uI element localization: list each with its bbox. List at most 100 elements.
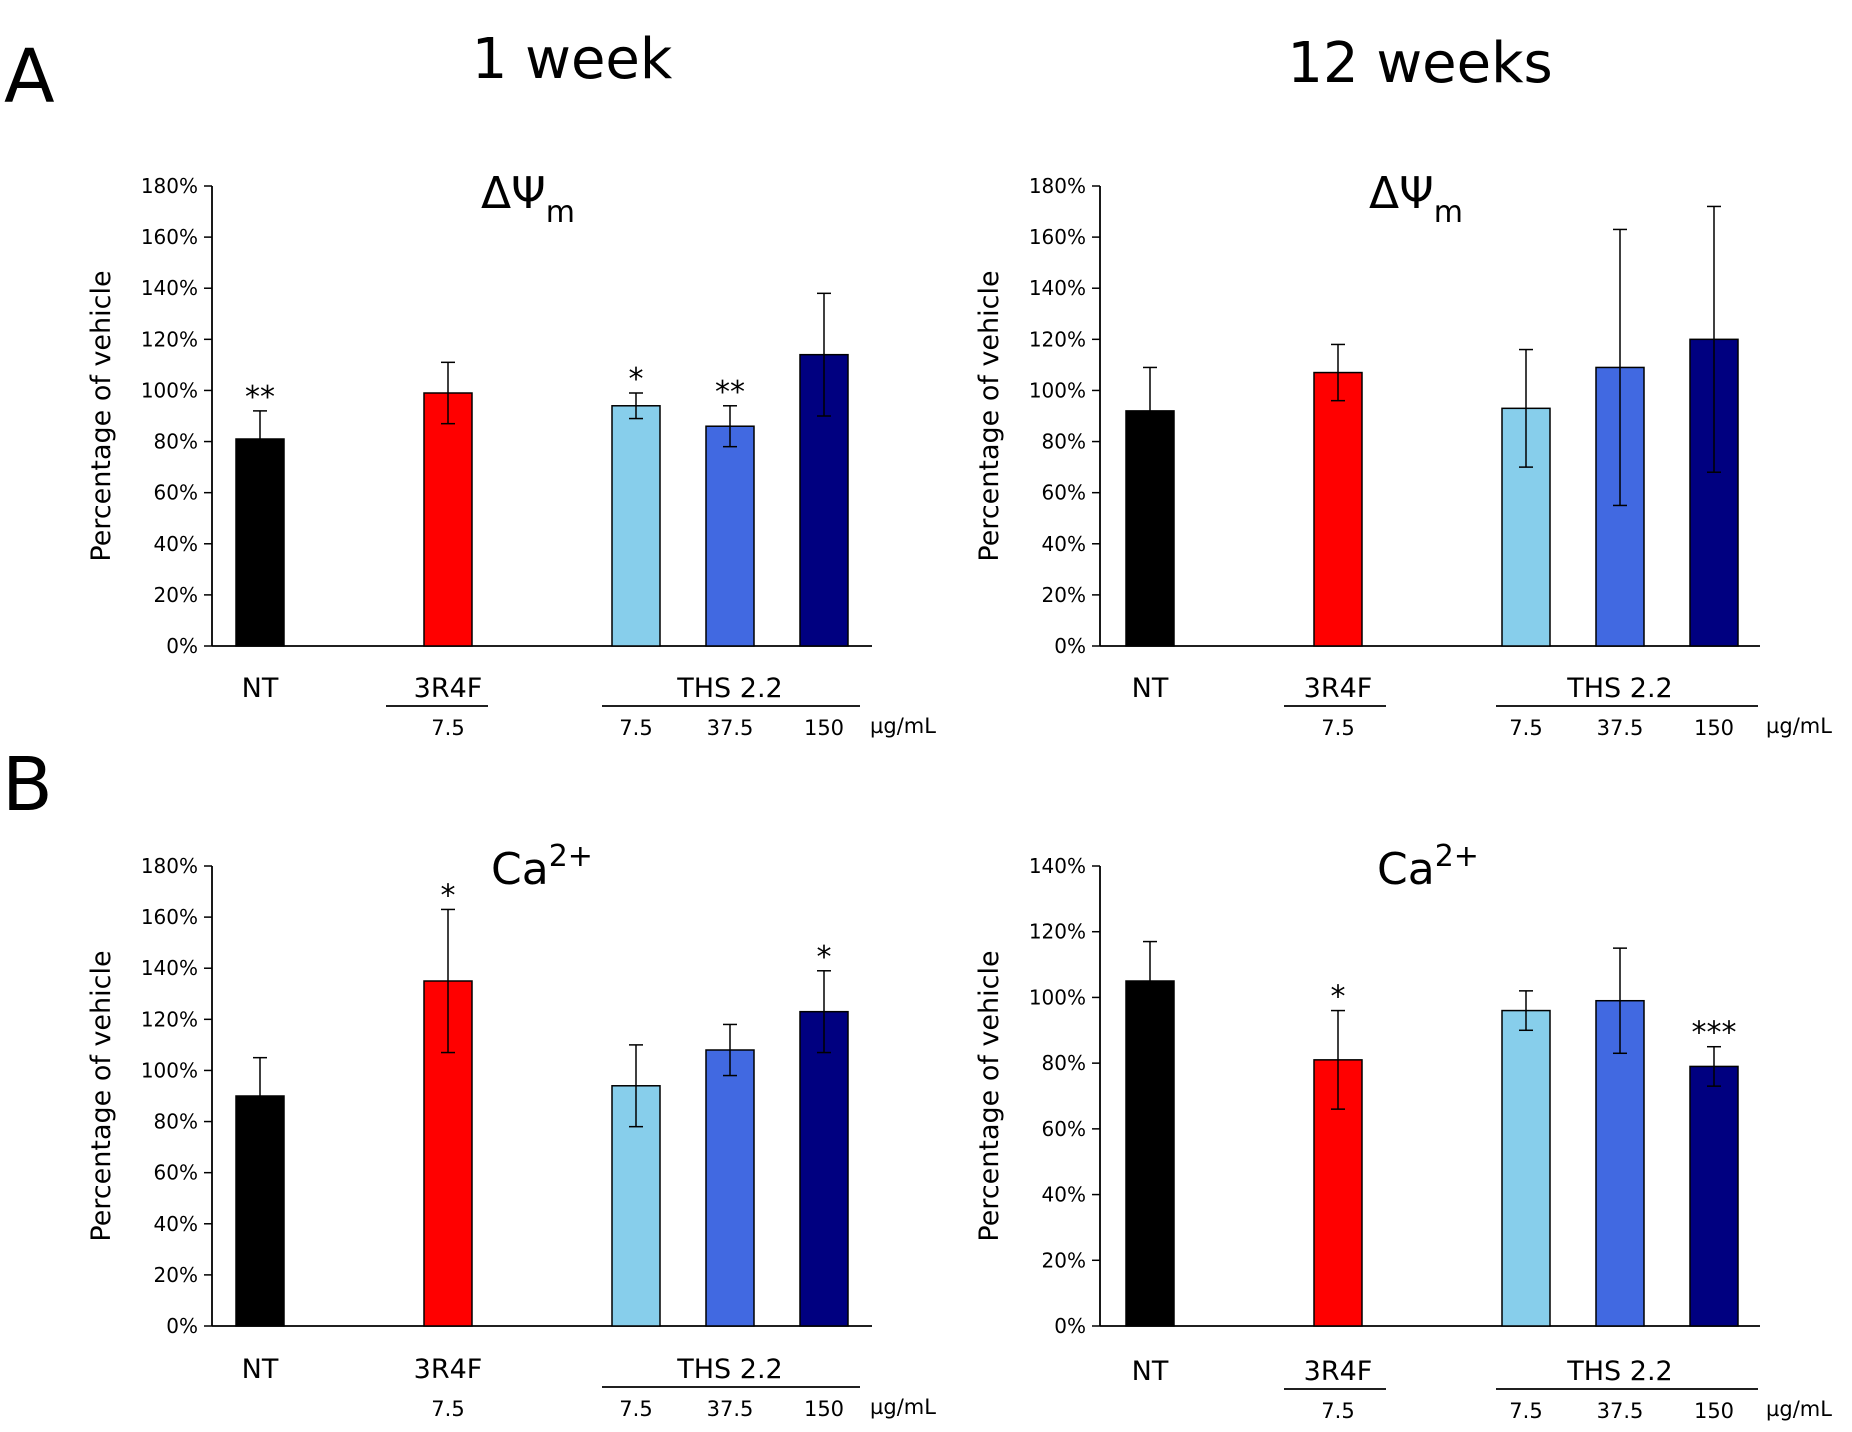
y-tick-label: 100% [1029, 985, 1086, 1009]
bar-2 [423, 392, 473, 647]
y-tick-label: 100% [141, 378, 198, 402]
bar-5 [799, 1010, 849, 1327]
group-label-3r4f: 3R4F [1304, 673, 1373, 704]
chart-4: Ca2+ Percentage of vehicle 0% 20% 40% 60% 80% 1… [974, 839, 1832, 1423]
y-axis-label: Percentage of vehicle [86, 270, 117, 561]
chart-title: ΔΨm [1369, 168, 1463, 230]
bar-5 [1689, 1065, 1739, 1327]
y-tick-label: 140% [141, 276, 198, 300]
significance-marker: * [1331, 980, 1346, 1015]
dose-label: 7.5 [619, 716, 652, 740]
dose-label: 7.5 [1509, 716, 1542, 740]
y-tick-label: 60% [154, 1161, 198, 1185]
dose-label: 7.5 [619, 1397, 652, 1421]
y-tick-label: 20% [1042, 1248, 1086, 1272]
significance-marker: ** [715, 375, 745, 410]
dose-unit: µg/mL [870, 714, 936, 738]
y-tick-label: 180% [141, 174, 198, 198]
column-title-12-weeks: 12 weeks [1287, 31, 1553, 96]
group-label-ths: THS 2.2 [1566, 673, 1672, 704]
y-tick-label: 120% [141, 1007, 198, 1031]
group-label-3r4f: 3R4F [1304, 1356, 1373, 1387]
group-label-nt: NT [242, 1354, 279, 1385]
y-tick-label: 0% [166, 634, 198, 658]
bar-3 [1501, 1009, 1551, 1327]
y-tick-label: 20% [154, 1263, 198, 1287]
y-tick-label: 40% [1042, 532, 1086, 556]
y-tick-label: 40% [154, 1212, 198, 1236]
y-axis-label: Percentage of vehicle [974, 950, 1005, 1241]
bar-2 [1313, 371, 1363, 647]
bar-1 [235, 438, 285, 647]
dose-label: 150 [804, 1397, 844, 1421]
y-axis-label: Percentage of vehicle [974, 270, 1005, 561]
y-tick-label: 120% [1029, 327, 1086, 351]
significance-marker: * [629, 362, 644, 397]
chart-title: Ca2+ [491, 839, 593, 895]
chart-3: Ca2+ Percentage of vehicle 0% 20% 40% 60% 80% 1… [86, 839, 936, 1421]
y-tick-label: 140% [141, 956, 198, 980]
column-title-1-week: 1 week [471, 27, 673, 92]
group-label-ths: THS 2.2 [676, 673, 782, 704]
group-label-3r4f: 3R4F [414, 673, 483, 704]
group-label-nt: NT [242, 673, 279, 704]
significance-marker: *** [1692, 1016, 1737, 1051]
dose-unit: µg/mL [1766, 1397, 1832, 1421]
dose-label: 37.5 [707, 716, 754, 740]
y-tick-label: 80% [154, 430, 198, 454]
bar-3 [611, 405, 661, 647]
panel-label-b: B [2, 742, 53, 828]
dose-unit: µg/mL [1766, 714, 1832, 738]
dose-label: 7.5 [431, 1397, 464, 1421]
y-axis-label: Percentage of vehicle [86, 950, 117, 1241]
group-label-nt: NT [1132, 1356, 1169, 1387]
y-tick-label: 0% [1054, 634, 1086, 658]
dose-label: 7.5 [1321, 716, 1354, 740]
dose-label: 150 [1694, 716, 1734, 740]
dose-label: 37.5 [1597, 1399, 1644, 1423]
y-tick-label: 100% [141, 1058, 198, 1082]
y-tick-label: 60% [1042, 1117, 1086, 1141]
group-label-nt: NT [1132, 673, 1169, 704]
dose-label: 150 [804, 716, 844, 740]
significance-marker: * [441, 878, 456, 913]
significance-marker: ** [245, 380, 275, 415]
dose-label: 150 [1694, 1399, 1734, 1423]
y-tick-label: 140% [1029, 276, 1086, 300]
y-tick-label: 80% [154, 1110, 198, 1134]
y-tick-label: 160% [141, 905, 198, 929]
y-tick-label: 100% [1029, 378, 1086, 402]
bar-1 [1125, 980, 1175, 1327]
y-tick-label: 160% [1029, 225, 1086, 249]
dose-label: 7.5 [1321, 1399, 1354, 1423]
y-tick-label: 20% [154, 583, 198, 607]
chart-title: ΔΨm [481, 168, 575, 230]
chart-1: ΔΨm Percentage of vehicle 0% 20% 40% 60% 80% 10… [86, 168, 936, 740]
y-tick-label: 80% [1042, 430, 1086, 454]
y-tick-label: 40% [154, 532, 198, 556]
dose-label: 37.5 [1597, 716, 1644, 740]
dose-label: 7.5 [1509, 1399, 1542, 1423]
y-tick-label: 80% [1042, 1051, 1086, 1075]
dose-label: 37.5 [707, 1397, 754, 1421]
y-tick-label: 180% [1029, 174, 1086, 198]
y-tick-label: 120% [1029, 920, 1086, 944]
y-tick-label: 0% [166, 1314, 198, 1338]
y-tick-label: 180% [141, 854, 198, 878]
y-tick-label: 0% [1054, 1314, 1086, 1338]
y-tick-label: 140% [1029, 854, 1086, 878]
group-label-ths: THS 2.2 [676, 1354, 782, 1385]
y-tick-label: 120% [141, 327, 198, 351]
panel-label-a: A [4, 34, 55, 120]
group-label-3r4f: 3R4F [414, 1354, 483, 1385]
dose-unit: µg/mL [870, 1395, 936, 1419]
y-tick-label: 160% [141, 225, 198, 249]
group-label-ths: THS 2.2 [1566, 1356, 1672, 1387]
y-tick-label: 60% [154, 481, 198, 505]
bar-4 [705, 1049, 755, 1327]
chart-2: ΔΨm Percentage of vehicle 0% 20% 40% 60% 80% 10… [974, 168, 1832, 740]
y-tick-label: 40% [1042, 1183, 1086, 1207]
dose-label: 7.5 [431, 716, 464, 740]
